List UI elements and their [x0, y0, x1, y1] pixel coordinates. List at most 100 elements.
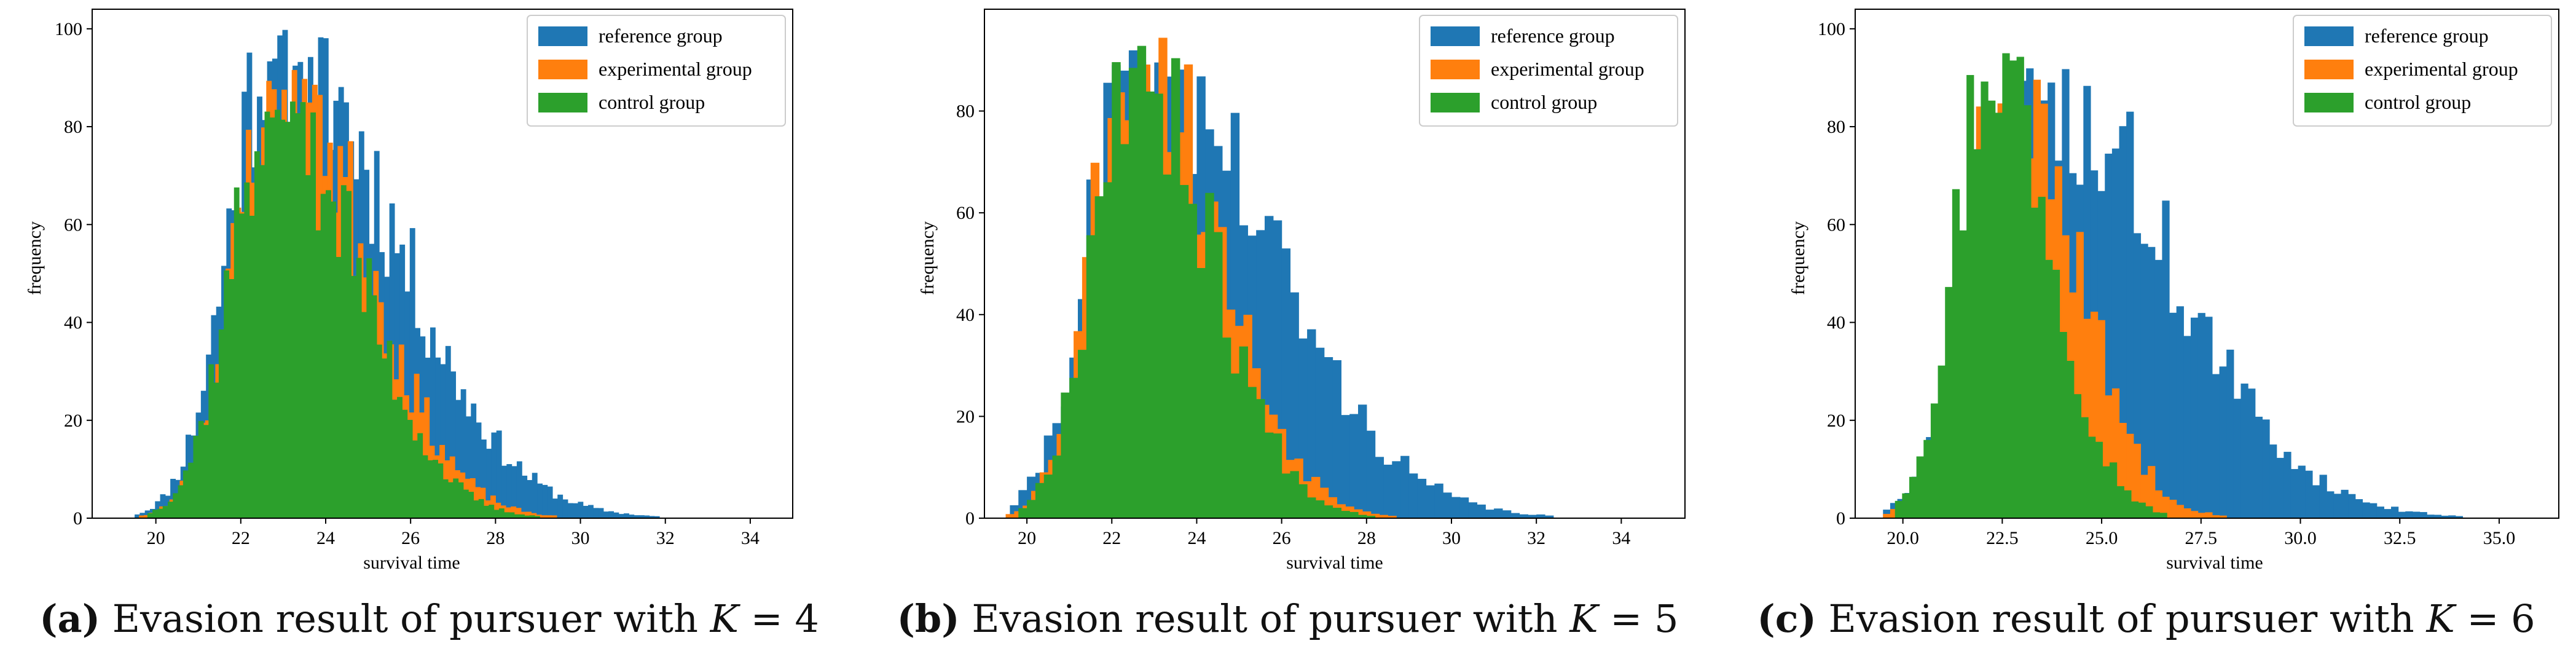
legend-label-experimental: experimental group [599, 58, 752, 80]
caption-label: (a) [39, 596, 101, 641]
bar-control [254, 151, 260, 519]
bar-reference [1341, 415, 1350, 518]
bar-reference [587, 505, 594, 518]
bar-control [1035, 483, 1045, 518]
bar-control [1094, 196, 1104, 518]
bars [135, 30, 660, 519]
x-axis-label: survival time [1286, 553, 1383, 573]
bar-control [366, 258, 372, 518]
bar-control [1341, 511, 1350, 518]
bar-control [305, 175, 311, 518]
legend-label-experimental: experimental group [1491, 58, 1644, 80]
bar-reference [1434, 483, 1443, 518]
caption-text: Evasion result of pursuer with [1828, 596, 2414, 641]
bar-reference [2333, 494, 2342, 518]
caption-eq: = 5 [1610, 596, 1679, 641]
series-control [1018, 45, 1376, 519]
bar-reference [542, 484, 548, 518]
bar-reference [501, 465, 507, 518]
bar-control [1959, 230, 1967, 518]
legend-swatch-experimental [1431, 60, 1480, 79]
bar-control [2116, 486, 2124, 518]
bar-control [1945, 286, 1953, 518]
bar-reference [649, 516, 655, 518]
bar-control [387, 341, 393, 518]
bar-control [1298, 484, 1308, 518]
bar-control [280, 119, 286, 519]
bar-control [203, 425, 209, 518]
bar-control [498, 508, 505, 518]
bar-control [2102, 466, 2110, 518]
bar-reference [1477, 504, 1486, 518]
bar-control [1332, 508, 1341, 518]
bar-reference [2140, 243, 2148, 518]
bar-experimental [526, 511, 532, 518]
bar-control [453, 478, 459, 518]
bar-control [534, 516, 540, 518]
bar-reference [2327, 491, 2334, 518]
bar-experimental [1005, 514, 1015, 518]
caption-label: (c) [1757, 596, 1816, 641]
bar-control [320, 194, 326, 518]
bar-control [468, 492, 474, 518]
bar-control [407, 420, 413, 518]
bar-reference [2233, 398, 2242, 518]
bar-experimental [2197, 513, 2205, 518]
bar-control [438, 463, 444, 518]
legend-swatch-reference [2304, 26, 2354, 46]
y-tick-label: 60 [956, 203, 975, 223]
bar-experimental [551, 515, 557, 518]
bar-control [326, 190, 331, 518]
bar-control [1315, 500, 1325, 518]
caption-k: K [1569, 596, 1598, 641]
x-tick-label: 30.0 [2284, 528, 2317, 548]
bar-reference [2205, 317, 2213, 518]
bar-reference [135, 514, 140, 518]
bar-experimental [2154, 490, 2162, 518]
bar-control [1256, 399, 1265, 518]
caption-k: K [2426, 596, 2455, 641]
bar-control [1273, 433, 1282, 518]
bar-reference [1332, 360, 1341, 518]
bar-experimental [516, 508, 522, 518]
bar-control [2138, 502, 2146, 518]
bar-control [2145, 506, 2153, 518]
bar-control [2052, 269, 2060, 518]
bar-control [1061, 392, 1070, 518]
bar-reference [2362, 502, 2370, 518]
bar-control [1966, 75, 1974, 519]
bar-reference [2290, 469, 2299, 518]
legend-swatch-reference [538, 26, 587, 46]
bar-reference [466, 416, 471, 518]
bar-control [1307, 497, 1316, 518]
bar-control [183, 470, 189, 518]
y-tick-label: 20 [956, 406, 975, 427]
x-tick-label: 22.5 [1986, 528, 2019, 548]
bar-control [1179, 184, 1189, 518]
bar-reference [562, 499, 568, 518]
series-control [1895, 53, 2167, 519]
bar-reference [603, 511, 609, 518]
bar-reference [1324, 357, 1333, 518]
panel-a: frequency survival time 20 22 24 26 28 30 32 34… [0, 0, 858, 670]
series-control [147, 101, 540, 519]
bar-reference [2212, 374, 2220, 518]
bar-reference [1392, 461, 1401, 518]
caption-text: Evasion result of pursuer with [112, 596, 698, 641]
bar-reference [2298, 465, 2306, 518]
bar-control [285, 122, 291, 518]
bar-reference [1485, 510, 1494, 518]
bar-experimental [541, 515, 547, 518]
bar-reference [1315, 347, 1325, 518]
bar-control [1909, 476, 1917, 518]
bar-control [2159, 513, 2167, 518]
y-tick-label: 80 [1827, 117, 1845, 137]
bar-control [1214, 232, 1223, 518]
panel-b: frequency survival time 20 22 24 26 28 30 32 34… [858, 0, 1717, 670]
bar-control [524, 515, 530, 518]
y-tick-label: 100 [1818, 19, 1845, 39]
bar-control [1078, 350, 1087, 518]
bar-control [2067, 361, 2075, 518]
bar-reference [496, 430, 502, 518]
bar-control [1069, 377, 1078, 518]
